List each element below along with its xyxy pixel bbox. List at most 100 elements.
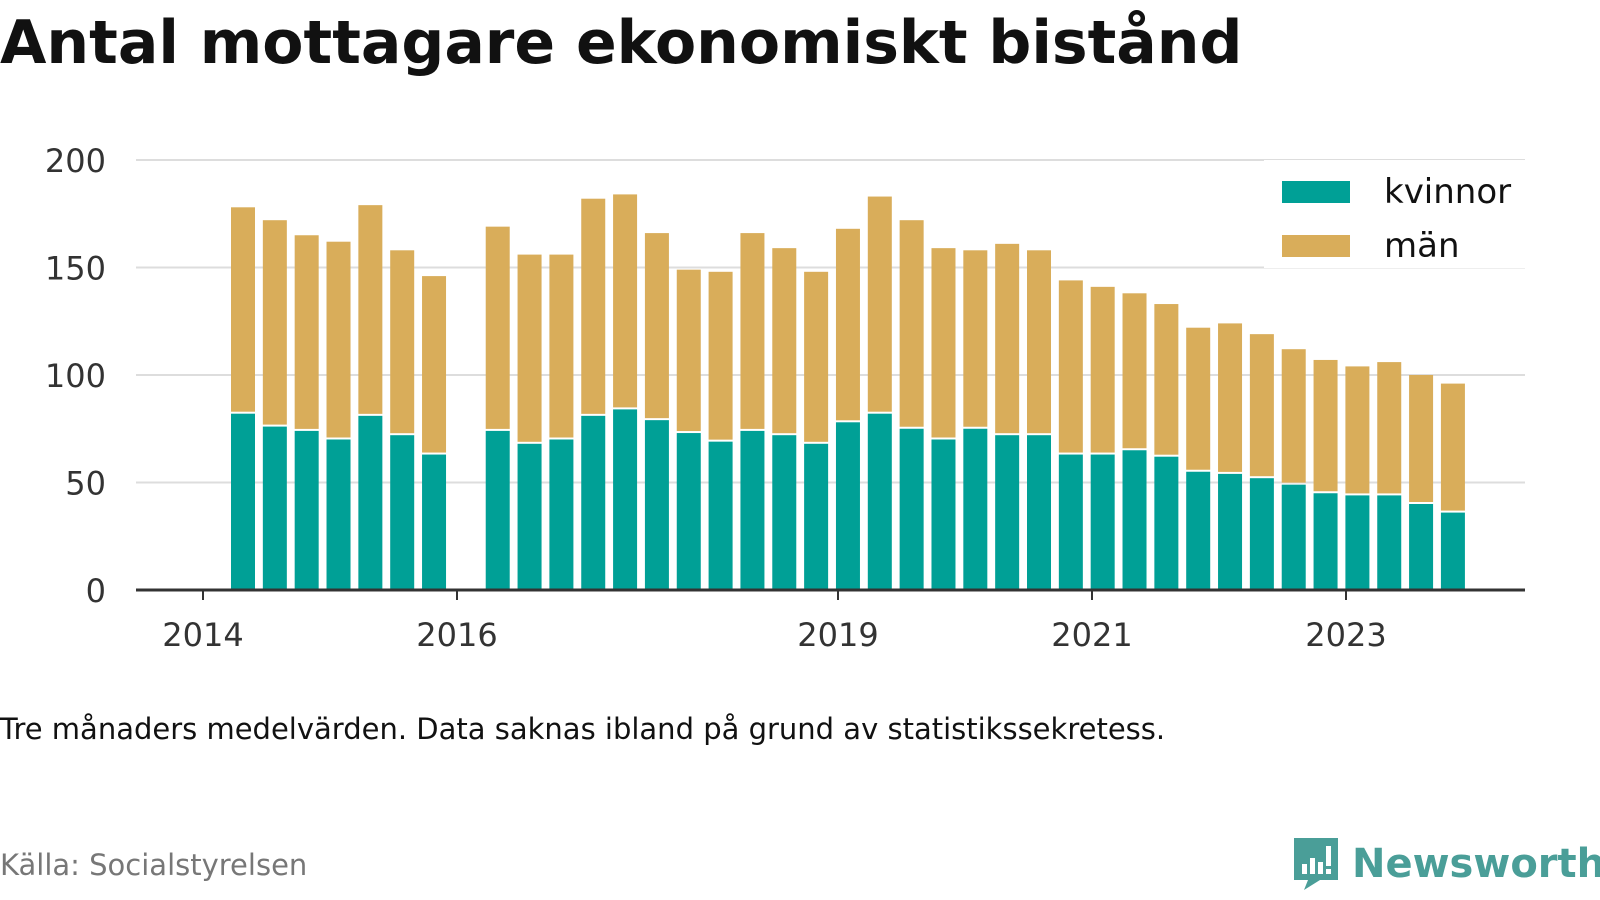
x-tick-label: 2016	[416, 616, 497, 654]
bar-man	[1345, 366, 1370, 494]
bar-man	[517, 254, 542, 442]
bar-man	[1313, 359, 1338, 492]
bar-man	[1154, 304, 1179, 455]
bar-kvinnor	[867, 413, 892, 590]
bar-kvinnor	[1249, 478, 1274, 590]
legend-label-kvinnor: kvinnor	[1384, 172, 1512, 212]
bar-kvinnor	[1218, 473, 1243, 590]
bar-kvinnor	[1027, 435, 1051, 590]
bar-kvinnor	[1345, 495, 1370, 590]
bar-man	[963, 250, 988, 427]
bar-kvinnor	[1409, 504, 1434, 590]
bar-man	[390, 250, 415, 434]
x-tick-label: 2014	[162, 616, 243, 654]
bar-man	[1027, 250, 1051, 434]
bar-kvinnor	[231, 413, 255, 590]
bar-kvinnor	[1122, 450, 1147, 590]
legend-swatch-kvinnor	[1282, 181, 1350, 203]
bar-kvinnor	[963, 428, 988, 590]
x-tick-label: 2021	[1051, 616, 1132, 654]
bar-man	[740, 233, 765, 429]
bar-kvinnor	[1154, 456, 1179, 590]
bar-man	[1440, 383, 1465, 511]
bar-man	[485, 226, 510, 429]
y-tick-label: 150	[45, 250, 106, 288]
bar-man	[581, 198, 606, 414]
bar-kvinnor	[1313, 493, 1338, 590]
bar-man	[231, 207, 255, 412]
bar-kvinnor	[995, 435, 1020, 590]
x-tick-label: 2019	[797, 616, 878, 654]
bar-kvinnor	[899, 428, 924, 590]
bar-kvinnor	[517, 443, 542, 590]
bar-kvinnor	[422, 454, 447, 590]
bar-man	[549, 254, 574, 438]
bar-kvinnor	[644, 420, 669, 590]
brand: Newsworthy	[1290, 834, 1600, 894]
bar-kvinnor	[581, 415, 606, 590]
bar-man	[1186, 327, 1211, 470]
bar-man	[899, 220, 924, 427]
x-tick-label: 2023	[1305, 616, 1386, 654]
axes: 0 50 100 150 200 2014 2016 2019 2021 2023	[45, 142, 1525, 654]
chart-note: Tre månaders medelvärden. Data saknas ib…	[0, 712, 1166, 746]
bar-chart: 0 50 100 150 200 2014 2016 2019 2021 2023	[45, 142, 1525, 654]
bars	[231, 194, 1465, 590]
bar-man	[1377, 362, 1402, 494]
legend-swatch-man	[1282, 235, 1350, 257]
bar-kvinnor	[931, 439, 956, 590]
bar-man	[1122, 293, 1147, 449]
bar-man	[708, 271, 733, 440]
legend-label-man: män	[1384, 226, 1460, 266]
bar-kvinnor	[1440, 512, 1465, 590]
bar-man	[294, 235, 319, 429]
bar-man	[326, 241, 351, 438]
bar-man	[644, 233, 669, 419]
legend-item-kvinnor: kvinnor	[1282, 172, 1511, 212]
newsworthy-logo-icon	[1294, 838, 1338, 890]
y-tick-label: 200	[45, 142, 106, 180]
bar-kvinnor	[772, 435, 797, 590]
bar-man	[1090, 286, 1115, 453]
bar-kvinnor	[613, 409, 638, 590]
bar-man	[358, 205, 383, 414]
bar-kvinnor	[358, 415, 383, 590]
chart-title: Antal mottagare ekonomiskt bistånd	[0, 8, 1243, 78]
bar-kvinnor	[804, 443, 829, 590]
legend: kvinnor män	[1264, 160, 1528, 268]
bar-man	[1249, 334, 1274, 477]
legend-item-man: män	[1282, 226, 1460, 266]
bar-man	[995, 243, 1020, 434]
bar-kvinnor	[835, 422, 860, 590]
bar-kvinnor	[1281, 484, 1306, 590]
y-tick-label: 50	[65, 465, 106, 503]
brand-name: Newsworthy	[1352, 841, 1600, 887]
bar-kvinnor	[390, 435, 415, 590]
bar-kvinnor	[485, 430, 510, 590]
bar-kvinnor	[676, 433, 701, 590]
bar-man	[804, 271, 829, 442]
bar-man	[422, 276, 447, 453]
bar-man	[676, 269, 701, 432]
bar-man	[931, 248, 956, 438]
bar-kvinnor	[294, 430, 319, 590]
bar-kvinnor	[1058, 454, 1083, 590]
bar-man	[1281, 349, 1306, 483]
source-credit: Källa: Socialstyrelsen	[0, 848, 308, 882]
bar-man	[613, 194, 638, 408]
bar-man	[835, 228, 860, 421]
bar-man	[1218, 323, 1243, 472]
bar-kvinnor	[708, 441, 733, 590]
bar-man	[1409, 375, 1434, 502]
bar-man	[772, 248, 797, 434]
bar-kvinnor	[1090, 454, 1115, 590]
y-tick-label: 0	[86, 572, 106, 610]
bar-kvinnor	[740, 430, 765, 590]
y-tick-label: 100	[45, 357, 106, 395]
bar-kvinnor	[1377, 495, 1402, 590]
bar-kvinnor	[326, 439, 351, 590]
bar-man	[262, 220, 287, 425]
bar-kvinnor	[549, 439, 574, 590]
bar-man	[1058, 280, 1083, 453]
bar-kvinnor	[262, 426, 287, 590]
